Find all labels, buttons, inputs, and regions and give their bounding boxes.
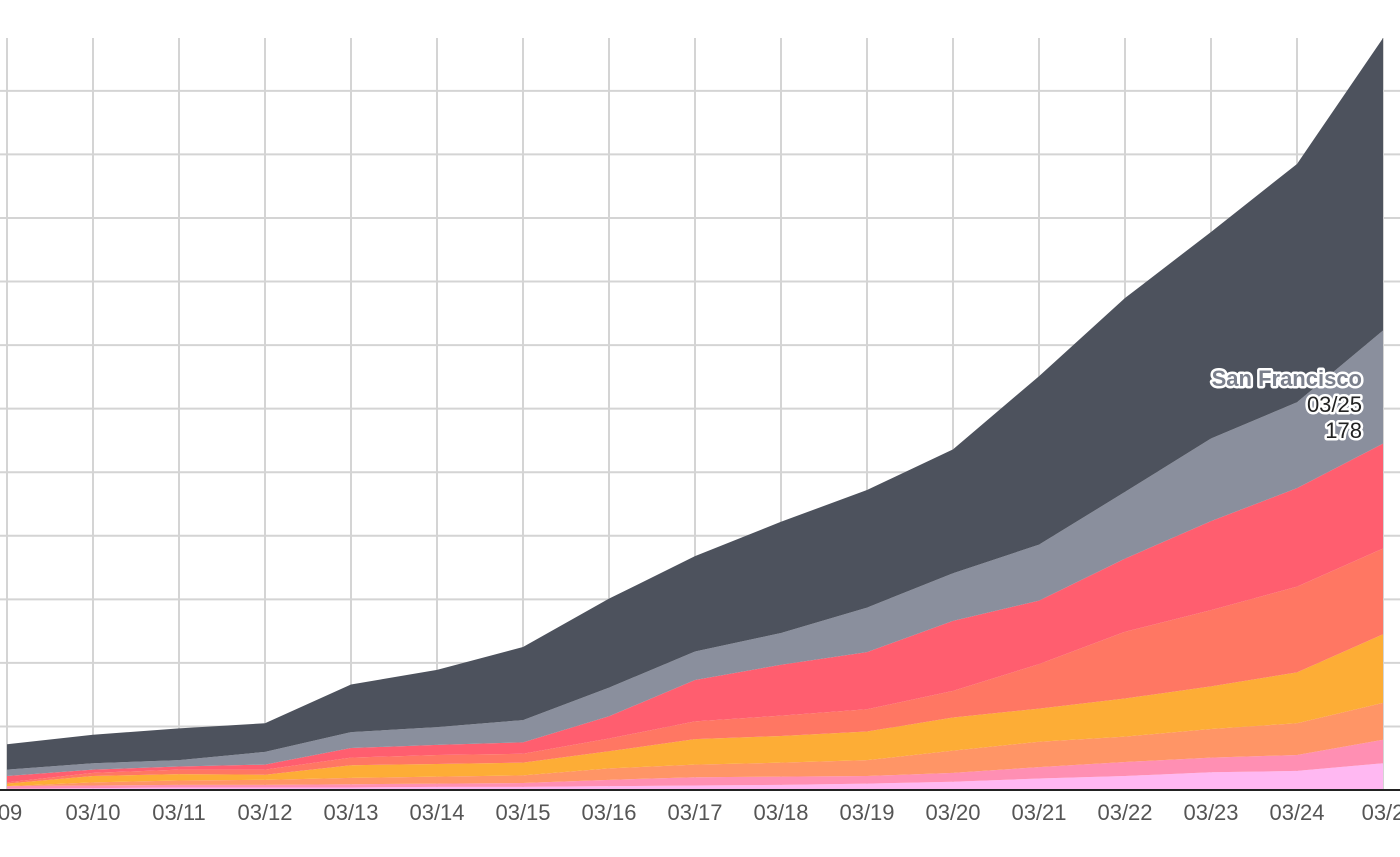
area-series-5[interactable]: [7, 548, 1383, 784]
x-tick-label: /09: [0, 800, 22, 825]
x-tick-label: 03/15: [495, 800, 550, 825]
x-tick-label: 03/21: [1011, 800, 1066, 825]
x-tick-label: 03/2: [1362, 800, 1400, 825]
x-tick-label: 03/16: [581, 800, 636, 825]
x-tick-label: 03/14: [409, 800, 464, 825]
x-tick-label: 03/23: [1183, 800, 1238, 825]
x-tick-label: 03/10: [65, 800, 120, 825]
x-tick-label: 03/17: [667, 800, 722, 825]
x-tick-label: 03/18: [753, 800, 808, 825]
x-tick-label: 03/20: [925, 800, 980, 825]
tooltip-value: 178: [1325, 418, 1362, 443]
x-tick-label: 03/24: [1269, 800, 1324, 825]
x-tick-label: 03/19: [839, 800, 894, 825]
x-tick-label: 03/22: [1097, 800, 1152, 825]
area-series-8[interactable]: [7, 38, 1383, 770]
area-series-7[interactable]: [7, 330, 1383, 777]
area-series-1[interactable]: [7, 763, 1383, 790]
x-axis-ticks: /09 03/10 03/11 03/12 03/13 03/14 03/15 03/16 03…: [0, 800, 1400, 825]
tooltip-date: 03/25: [1307, 392, 1362, 417]
area-series-2[interactable]: [7, 739, 1383, 789]
tooltip: San Francisco 03/25 178: [1209, 364, 1364, 446]
x-tick-label: 03/13: [323, 800, 378, 825]
tooltip-series-name: San Francisco: [1212, 366, 1362, 391]
area-series-6[interactable]: [7, 443, 1383, 783]
area-series-group: [7, 38, 1383, 790]
area-series-4[interactable]: [7, 634, 1383, 787]
x-tick-label: 03/11: [152, 800, 205, 825]
x-tick-label: 03/12: [237, 800, 292, 825]
area-series-3[interactable]: [7, 702, 1383, 787]
